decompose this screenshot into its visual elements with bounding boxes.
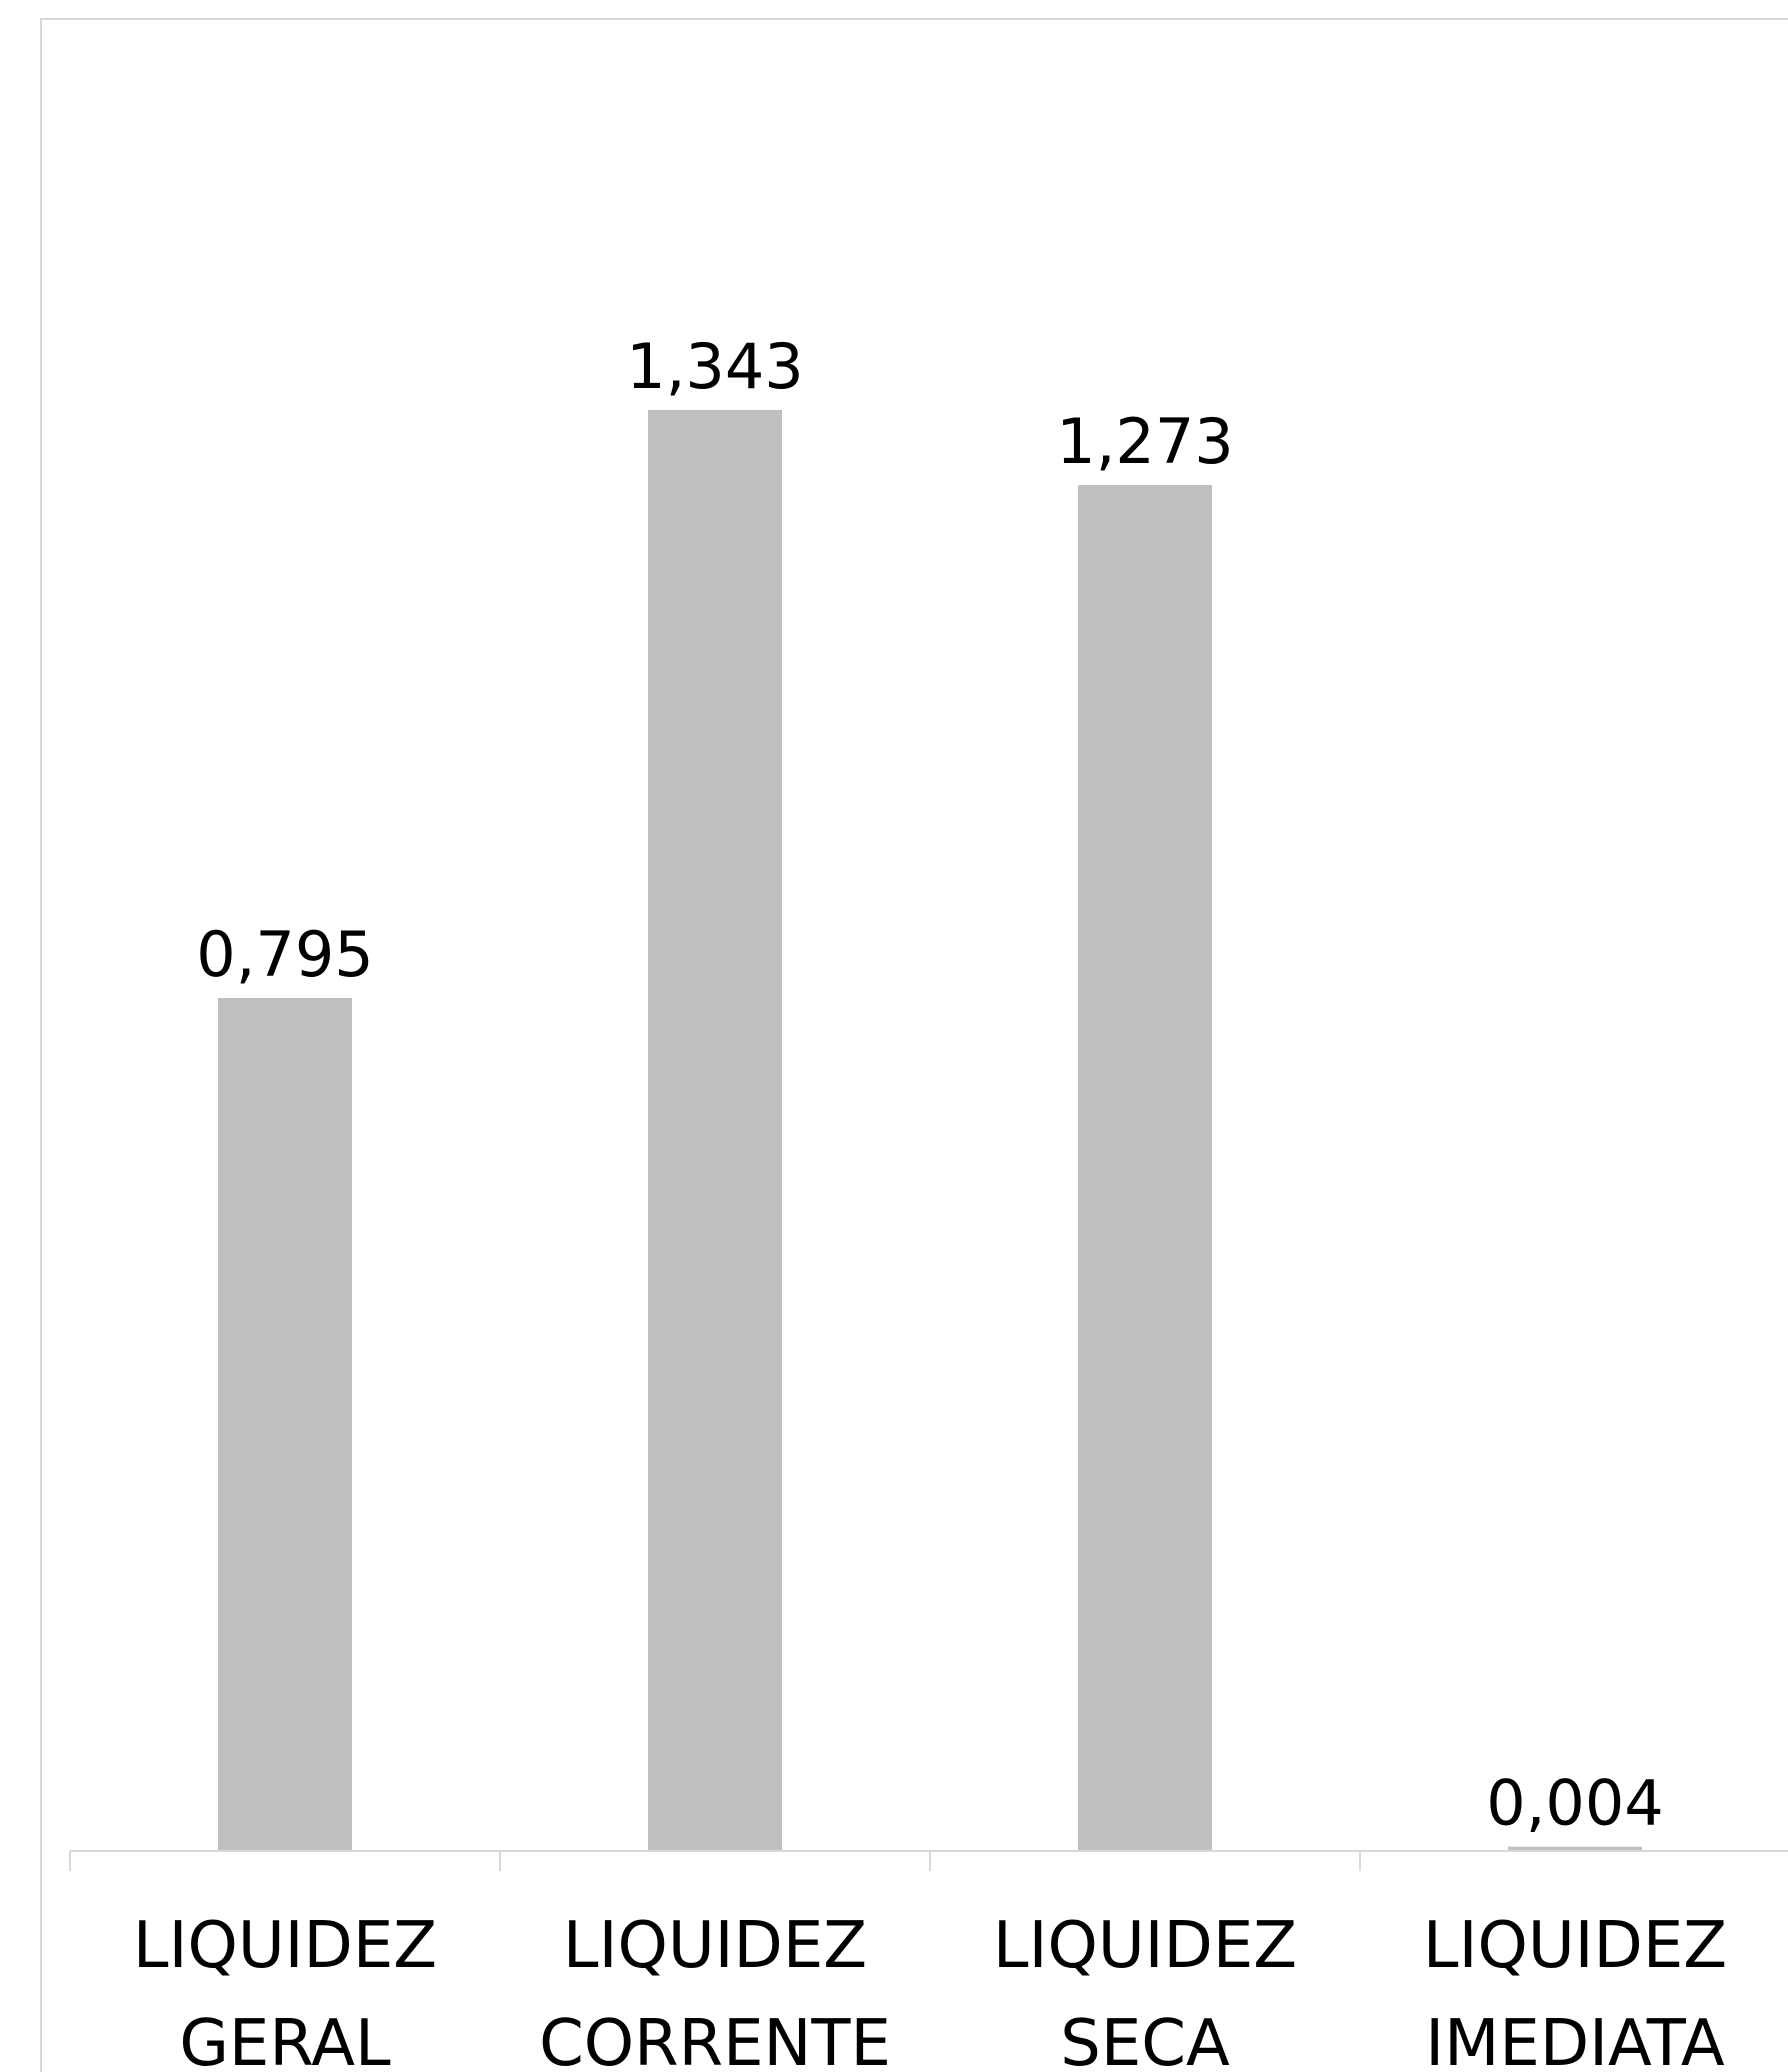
data-label: 1,343: [626, 330, 804, 403]
category-label-line: CORRENTE: [539, 2007, 891, 2072]
bar: [648, 409, 782, 1852]
category-label-line: LIQUIDEZ: [563, 1909, 867, 1983]
category-label-line: SECA: [1060, 2007, 1230, 2072]
bar: [1078, 485, 1212, 1851]
data-label: 1,273: [1056, 405, 1234, 478]
category-label-line: LIQUIDEZ: [133, 1909, 437, 1983]
bars-group: [218, 409, 1642, 1852]
category-labels-group: LIQUIDEZ GERAL LIQUIDEZ CORRENTE LIQUIDEZ SEC…: [133, 1909, 1727, 2072]
data-label: 0,795: [196, 918, 374, 991]
value-labels-group: 0,795 1,343 1,273 0,004: [196, 330, 1664, 1840]
category-label: LIQUIDEZ GERAL: [133, 1909, 437, 2072]
category-label: LIQUIDEZ IMEDIATA: [1423, 1909, 1727, 2072]
x-axis: [69, 1850, 1788, 1871]
category-label: LIQUIDEZ CORRENTE: [539, 1909, 891, 2072]
bar: [218, 997, 352, 1851]
category-label-line: LIQUIDEZ: [1423, 1909, 1727, 1983]
category-label-line: LIQUIDEZ: [993, 1909, 1297, 1983]
bar: [1508, 1846, 1642, 1851]
data-label: 0,004: [1486, 1767, 1664, 1840]
category-label: LIQUIDEZ SECA: [993, 1909, 1297, 2072]
category-label-line: GERAL: [179, 2007, 391, 2072]
category-label-line: IMEDIATA: [1425, 2007, 1725, 2072]
